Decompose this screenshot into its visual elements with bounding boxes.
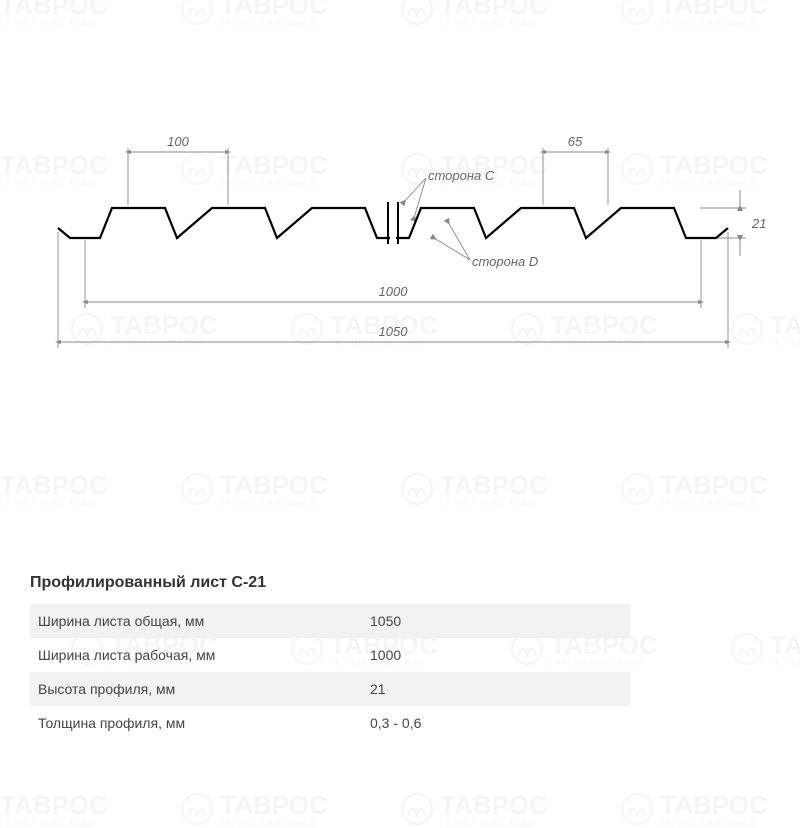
watermark: ТАВРОСГРУППА КОМПАНИЙ <box>620 470 768 508</box>
spec-label: Ширина листа рабочая, мм <box>30 647 370 663</box>
spec-table: Профилированный лист С-21 Ширина листа о… <box>30 574 630 740</box>
profile-diagram: 100 65 сторона C сторона D 21 <box>0 90 800 410</box>
spec-value: 1050 <box>370 613 490 629</box>
watermark: ТАВРОСГРУППА КОМПАНИЙ <box>620 0 768 28</box>
watermark: ТАВРОСГРУППА КОМПАНИЙ <box>400 790 548 828</box>
watermark: ТАВРОСГРУППА КОМПАНИЙ <box>0 790 108 828</box>
dim-height-label: 21 <box>751 216 766 231</box>
side-d-label: сторона D <box>472 254 538 269</box>
watermark: ТАВРОСГРУППА КОМПАНИЙ <box>180 0 328 28</box>
watermark: ТАВРОСГРУППА КОМПАНИЙ <box>180 470 328 508</box>
dim-total-width-label: 1050 <box>379 324 409 339</box>
watermark: ТАВРОСГРУППА КОМПАНИЙ <box>730 630 800 668</box>
spec-table-title: Профилированный лист С-21 <box>30 574 630 592</box>
watermark: ТАВРОСГРУППА КОМПАНИЙ <box>180 790 328 828</box>
table-row: Высота профиля, мм 21 <box>30 672 630 706</box>
dim-pitch-label: 100 <box>167 134 189 149</box>
dim-crest-label: 65 <box>568 134 583 149</box>
watermark: ТАВРОСГРУППА КОМПАНИЙ <box>0 0 108 28</box>
dim-working-width-label: 1000 <box>379 284 409 299</box>
watermark: ТАВРОСГРУППА КОМПАНИЙ <box>400 470 548 508</box>
watermark: ТАВРОСГРУППА КОМПАНИЙ <box>620 790 768 828</box>
spec-value: 0,3 - 0,6 <box>370 715 490 731</box>
spec-label: Высота профиля, мм <box>30 681 370 697</box>
table-row: Ширина листа общая, мм 1050 <box>30 604 630 638</box>
side-c-label: сторона C <box>428 168 495 183</box>
table-row: Толщина профиля, мм 0,3 - 0,6 <box>30 706 630 740</box>
spec-label: Ширина листа общая, мм <box>30 613 370 629</box>
profile-path <box>58 202 728 244</box>
spec-value: 1000 <box>370 647 490 663</box>
watermark: ТАВРОСГРУППА КОМПАНИЙ <box>0 470 108 508</box>
spec-value: 21 <box>370 681 490 697</box>
spec-label: Толщина профиля, мм <box>30 715 370 731</box>
watermark: ТАВРОСГРУППА КОМПАНИЙ <box>400 0 548 28</box>
table-row: Ширина листа рабочая, мм 1000 <box>30 638 630 672</box>
